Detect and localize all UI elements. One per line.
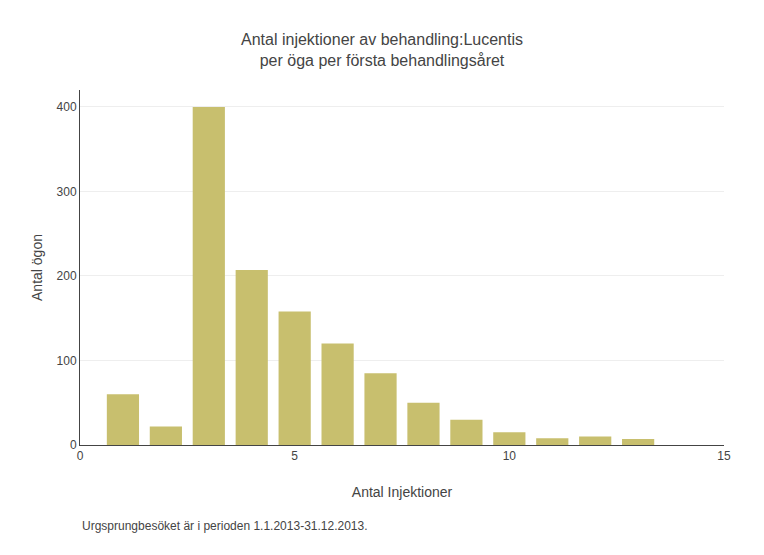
svg-text:0: 0	[77, 449, 84, 463]
svg-text:5: 5	[291, 449, 298, 463]
svg-text:0: 0	[70, 438, 77, 452]
svg-text:300: 300	[57, 185, 77, 199]
svg-text:100: 100	[57, 354, 77, 368]
svg-text:200: 200	[57, 269, 77, 283]
svg-text:400: 400	[57, 100, 77, 114]
svg-text:15: 15	[717, 449, 731, 463]
svg-text:Antal Injektioner: Antal Injektioner	[352, 484, 453, 500]
svg-text:Antal ögon: Antal ögon	[29, 234, 45, 301]
svg-text:Urgsprungbesöket är i perioden: Urgsprungbesöket är i perioden 1.1.2013-…	[82, 519, 368, 533]
svg-text:Antal injektioner av behandlin: Antal injektioner av behandling:Lucentis…	[241, 31, 523, 69]
svg-text:10: 10	[503, 449, 517, 463]
